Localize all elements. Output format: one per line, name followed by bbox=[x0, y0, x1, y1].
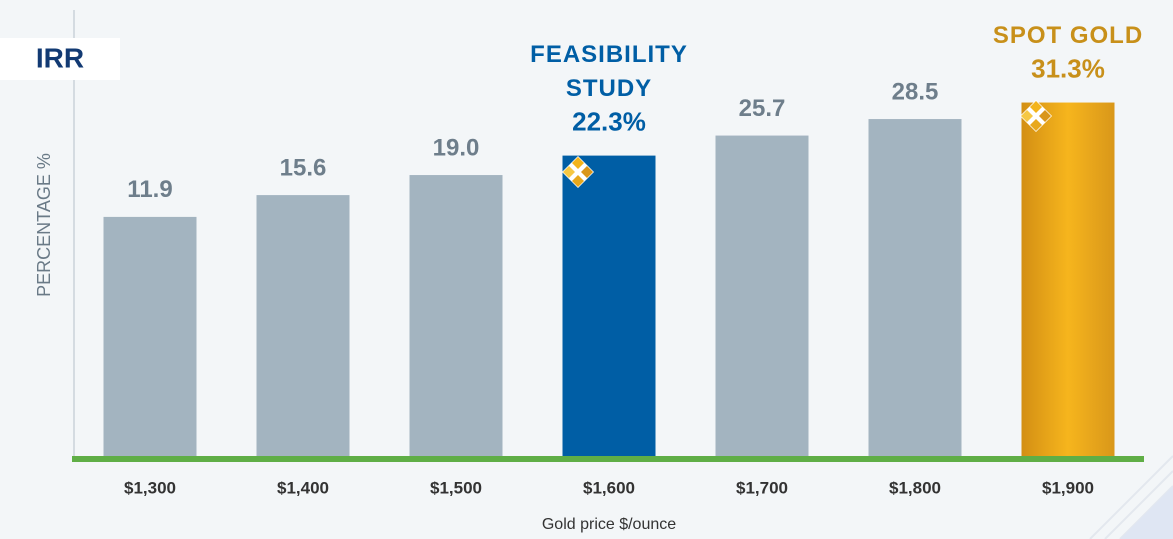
value-label: 15.6 bbox=[280, 154, 327, 181]
x-tick-label: $1,400 bbox=[277, 478, 329, 497]
x-tick-label: $1,600 bbox=[583, 478, 635, 497]
bar bbox=[1021, 102, 1115, 459]
annotation: SPOT GOLD bbox=[993, 22, 1143, 49]
value-label: 31.3% bbox=[1031, 53, 1105, 83]
diamond-icon bbox=[562, 156, 594, 188]
x-tick-label: $1,300 bbox=[124, 478, 176, 497]
bar bbox=[409, 175, 503, 459]
bar bbox=[256, 195, 350, 459]
bar bbox=[562, 155, 656, 458]
badge-box bbox=[0, 38, 120, 80]
value-label: 11.9 bbox=[127, 176, 172, 203]
y-axis-label: PERCENTAGE % bbox=[34, 153, 54, 297]
value-label: 22.3% bbox=[572, 106, 646, 136]
bar bbox=[868, 119, 962, 458]
diamond-icon bbox=[1020, 100, 1052, 132]
x-tick-label: $1,700 bbox=[736, 478, 788, 497]
x-axis-label: Gold price $/ounce bbox=[542, 516, 676, 533]
x-tick-label: $1,900 bbox=[1042, 478, 1094, 497]
badge: IRR bbox=[36, 42, 84, 73]
value-label: 25.7 bbox=[739, 95, 786, 122]
bar bbox=[103, 216, 197, 458]
value-label: 19.0 bbox=[433, 134, 480, 161]
decor-corner bbox=[1120, 486, 1173, 539]
x-tick-label: $1,800 bbox=[889, 478, 941, 497]
x-tick-label: $1,500 bbox=[430, 478, 482, 497]
value-label: 28.5 bbox=[892, 78, 939, 105]
bar bbox=[715, 135, 809, 458]
x-axis bbox=[72, 456, 1144, 462]
annotation: FEASIBILITY bbox=[530, 41, 688, 68]
bars bbox=[103, 102, 1115, 459]
annotation: STUDY bbox=[566, 75, 652, 102]
